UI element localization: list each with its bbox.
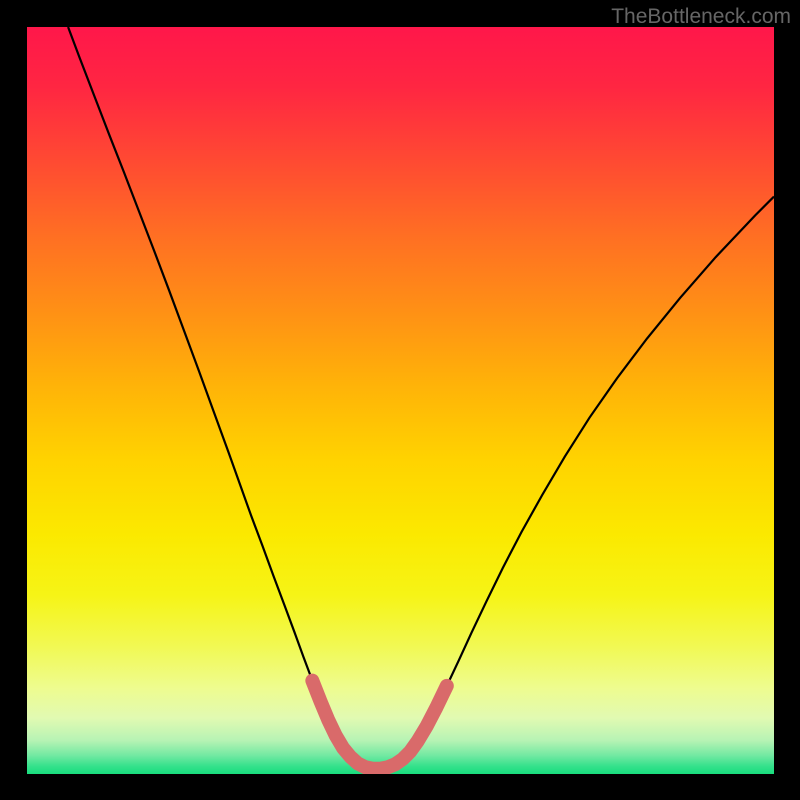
chart-svg <box>0 0 800 800</box>
plot-background <box>27 27 774 774</box>
watermark-text: TheBottleneck.com <box>611 5 791 29</box>
chart-canvas: TheBottleneck.com <box>0 0 800 800</box>
